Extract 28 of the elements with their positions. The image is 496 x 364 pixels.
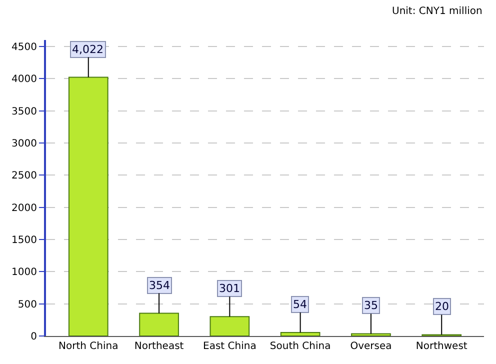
y-tick-label: 2500 <box>12 170 37 182</box>
x-tick-label: East China <box>203 341 256 352</box>
x-tick-label: North China <box>58 341 118 352</box>
y-tick-label: 4500 <box>12 42 37 53</box>
y-tick-label: 3500 <box>12 106 37 118</box>
y-tick-label: 1500 <box>12 234 37 246</box>
bar <box>210 316 250 336</box>
data-label: 35 <box>364 299 378 312</box>
data-label: 354 <box>149 279 170 292</box>
y-tick-label: 500 <box>18 299 37 310</box>
bar <box>351 333 391 336</box>
data-label: 20 <box>435 300 449 313</box>
y-tick-label: 1000 <box>12 267 37 278</box>
text: Unit: CNY1 million <box>392 6 482 17</box>
y-tick-label: 3000 <box>12 138 37 150</box>
bar <box>139 312 179 336</box>
y-tick-label: 2000 <box>12 202 37 214</box>
x-tick-label: South China <box>270 341 331 352</box>
data-label: 4,022 <box>72 43 104 56</box>
data-label: 301 <box>219 282 240 295</box>
y-tick-label: 4000 <box>12 74 37 86</box>
bar <box>68 76 108 336</box>
x-tick-label: Northwest <box>416 341 468 352</box>
data-label: 54 <box>293 298 307 311</box>
x-tick-label: Oversea <box>350 341 392 352</box>
bar <box>280 332 320 336</box>
y-tick-label: 0 <box>30 332 37 342</box>
x-tick-label: Northeast <box>134 341 184 352</box>
